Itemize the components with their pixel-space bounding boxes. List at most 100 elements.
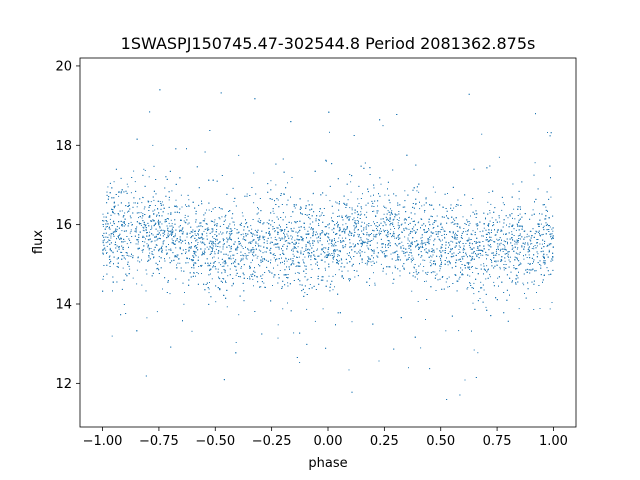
data-point (293, 204, 295, 206)
data-point (143, 236, 145, 238)
data-point (179, 231, 181, 232)
data-point (353, 256, 355, 257)
data-point (345, 204, 347, 206)
data-point (138, 236, 140, 238)
data-point (432, 216, 433, 218)
data-point (114, 213, 116, 215)
data-point (204, 218, 206, 220)
data-point (295, 248, 297, 249)
data-point (190, 226, 192, 228)
data-point (224, 270, 226, 272)
data-point (468, 244, 470, 246)
data-point (357, 198, 359, 200)
data-point (341, 259, 343, 261)
data-point (274, 230, 276, 231)
data-point (193, 267, 195, 269)
data-point (226, 306, 228, 308)
data-point (335, 245, 337, 247)
data-point (440, 240, 442, 242)
data-point (300, 250, 302, 252)
data-point (452, 237, 454, 238)
data-point (387, 232, 388, 234)
data-point (146, 317, 148, 319)
data-point (425, 248, 427, 250)
data-point (453, 223, 455, 225)
data-point (515, 241, 517, 243)
data-point (272, 285, 273, 286)
data-point (148, 210, 150, 211)
data-point (211, 243, 212, 245)
data-point (320, 259, 322, 261)
data-point (257, 255, 259, 257)
data-point (137, 241, 139, 243)
data-point (168, 230, 170, 232)
data-point (245, 255, 247, 257)
data-point (458, 330, 460, 332)
data-point (483, 245, 485, 247)
data-point (440, 222, 442, 224)
data-point (527, 282, 529, 284)
data-point (490, 244, 491, 246)
data-point (102, 250, 104, 252)
data-point (308, 242, 310, 244)
data-point (410, 258, 412, 260)
data-point (170, 219, 172, 221)
data-points (102, 89, 554, 400)
data-point (200, 265, 202, 267)
data-point (378, 360, 380, 362)
data-point (204, 228, 206, 230)
data-point (393, 231, 395, 233)
data-point (392, 252, 394, 254)
data-point (401, 231, 403, 233)
data-point (529, 218, 531, 220)
data-point (415, 269, 417, 271)
data-point (110, 237, 112, 239)
data-point (125, 273, 127, 275)
data-point (107, 186, 109, 188)
data-point (439, 256, 441, 258)
data-point (181, 206, 183, 208)
data-point (421, 245, 423, 247)
data-point (175, 199, 177, 201)
data-point (354, 246, 356, 247)
data-point (332, 243, 334, 245)
data-point (191, 231, 193, 233)
data-point (451, 256, 453, 258)
data-point (515, 274, 517, 276)
data-point (379, 177, 381, 179)
data-point (439, 268, 441, 270)
data-point (398, 256, 400, 258)
data-point (407, 239, 409, 241)
data-point (134, 181, 136, 183)
data-point (350, 181, 352, 183)
data-point (523, 258, 525, 260)
data-point (103, 275, 104, 277)
data-point (425, 280, 427, 282)
data-point (516, 223, 518, 225)
data-point (176, 239, 178, 241)
data-point (249, 249, 251, 251)
data-point (120, 191, 122, 193)
data-point (346, 204, 348, 206)
data-point (472, 302, 474, 304)
data-point (531, 235, 532, 237)
data-point (234, 260, 236, 262)
data-point (417, 301, 419, 302)
data-point (160, 234, 161, 236)
data-point (235, 269, 237, 271)
data-point (361, 251, 363, 253)
data-point (444, 236, 446, 238)
data-point (411, 290, 413, 292)
data-point (331, 229, 333, 231)
data-point (349, 278, 351, 280)
data-point (190, 237, 192, 239)
data-point (228, 225, 230, 227)
data-point (157, 230, 159, 232)
data-point (350, 191, 352, 193)
data-point (486, 239, 488, 241)
data-point (155, 244, 157, 246)
data-point (198, 266, 200, 267)
data-point (429, 239, 431, 241)
data-point (223, 224, 225, 225)
data-point (370, 225, 372, 226)
